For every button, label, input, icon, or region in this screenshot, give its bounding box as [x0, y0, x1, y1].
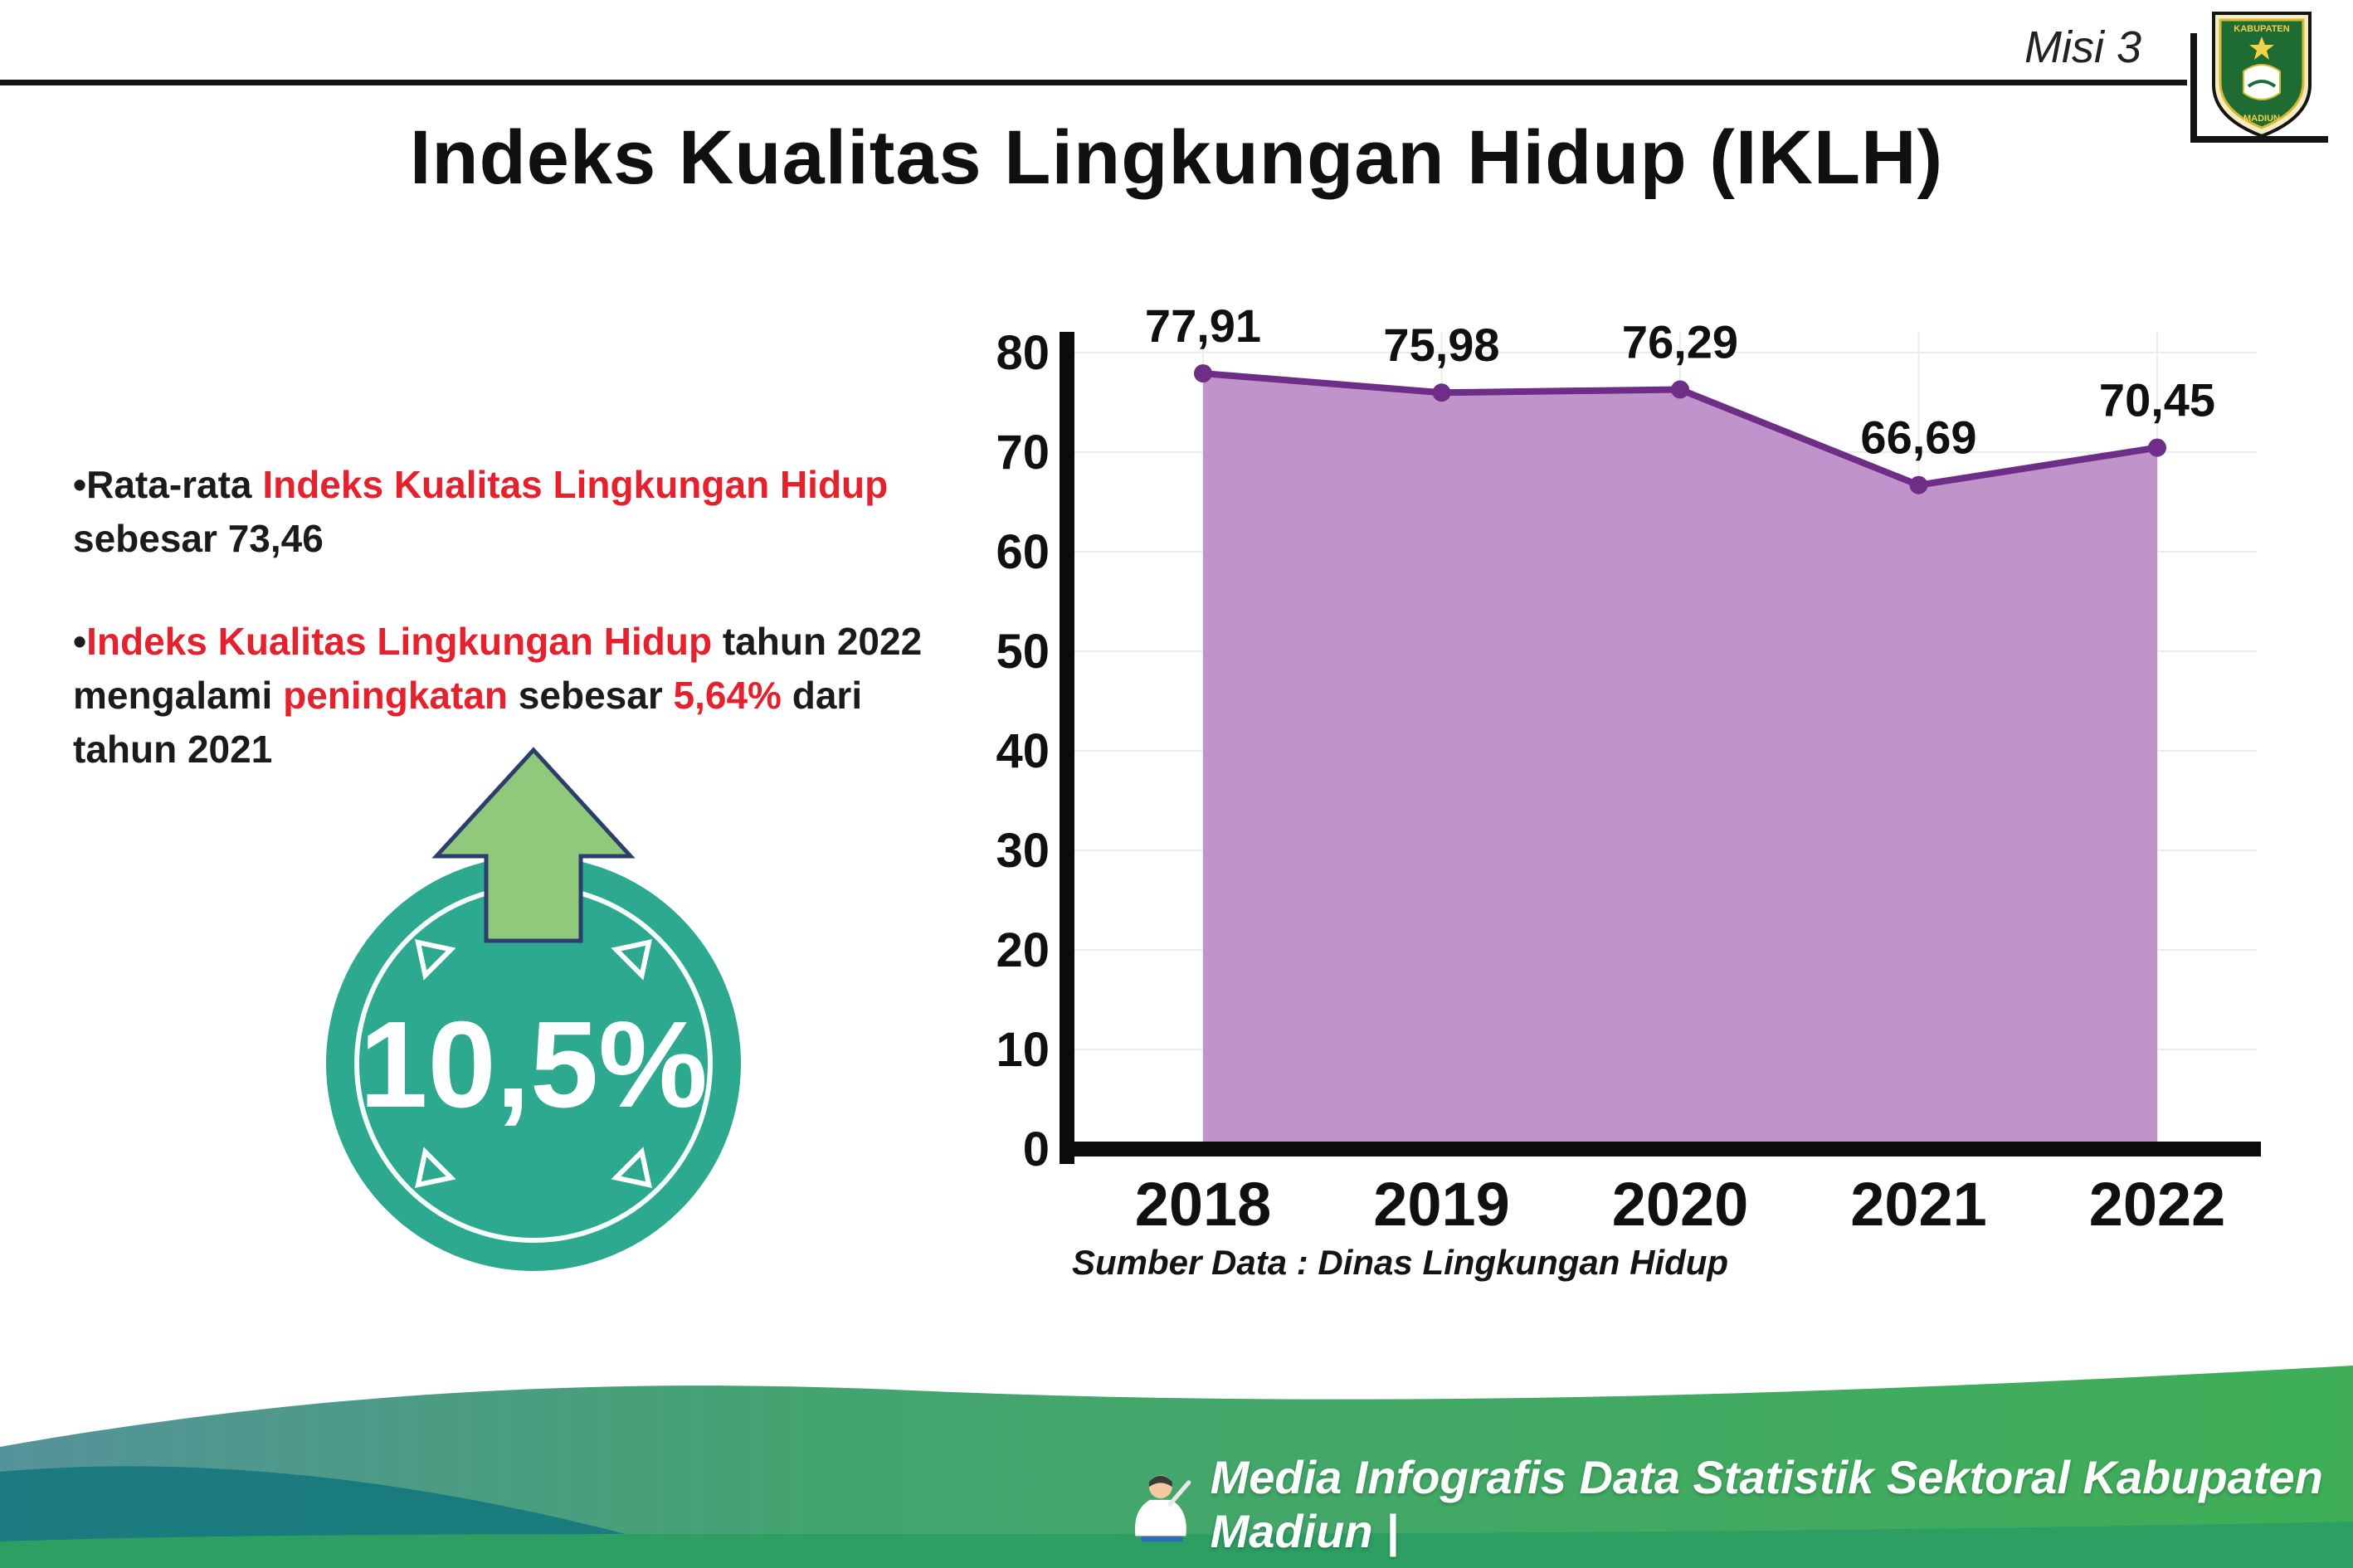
svg-text:40: 40: [996, 724, 1050, 778]
logo-star-icon: [2249, 37, 2274, 60]
svg-text:0: 0: [1023, 1122, 1050, 1176]
badge-corner-triangle: [415, 939, 456, 981]
svg-text:2021: 2021: [1850, 1170, 1987, 1239]
note-text: Rata-rata: [86, 463, 263, 506]
bullet-dot: •: [73, 463, 87, 506]
svg-text:75,98: 75,98: [1383, 319, 1499, 371]
footer-main-wave: [0, 1366, 2353, 1568]
misi-label: Misi 3: [2024, 22, 2142, 72]
header-rule: [0, 80, 2187, 85]
up-arrow-icon: [431, 747, 636, 943]
footer-caption: Media Infografis Data Statistik Sektoral…: [1127, 1450, 2353, 1558]
badge-corner-triangle: [415, 1147, 456, 1188]
svg-text:60: 60: [996, 525, 1050, 579]
svg-text:2022: 2022: [2089, 1170, 2226, 1239]
note-text: tahun 2022 mengalami: [73, 619, 923, 717]
logo-top-text: KABUPATEN: [2234, 24, 2289, 34]
kabupaten-madiun-logo: KABUPATEN MADIUN: [2190, 12, 2328, 143]
footer-caption-text: Media Infografis Data Statistik Sektoral…: [1210, 1451, 2323, 1557]
svg-text:20: 20: [996, 923, 1050, 977]
svg-text:70: 70: [996, 426, 1050, 480]
svg-text:76,29: 76,29: [1622, 316, 1738, 368]
note-highlight: Indeks Kualitas Lingkungan Hidup: [262, 463, 889, 506]
logo-frame: [2190, 33, 2328, 143]
svg-text:70,45: 70,45: [2099, 374, 2215, 426]
note-text: sebesar: [508, 673, 674, 717]
badge-corner-triangle: [611, 939, 652, 981]
badge-corner-triangle: [611, 1147, 652, 1188]
footer-bottom-strip: [0, 1522, 2353, 1568]
svg-text:2018: 2018: [1135, 1170, 1272, 1239]
badge-value: 10,5%: [359, 996, 708, 1133]
svg-text:77,91: 77,91: [1145, 299, 1261, 352]
note-text: sebesar 73,46: [73, 517, 324, 561]
svg-text:30: 30: [996, 824, 1050, 878]
bullet-dot: •: [73, 619, 87, 663]
iklh-area-chart: 77,91 75,98 76,29 66,69 70,45 0 10 20 30 40 50 60 70…: [996, 299, 2261, 1239]
mascot-icon: [1134, 1474, 1191, 1541]
note-highlight: 5,64%: [673, 673, 782, 717]
notes-panel: •Rata-rata Indeks Kualitas Lingkungan Hi…: [73, 458, 965, 825]
increase-badge: 10,5%: [326, 747, 741, 1271]
note-text: dari tahun 2021: [73, 673, 863, 772]
logo-emblem-detail: [2247, 80, 2277, 88]
data-source-caption: Sumber Data : Dinas Lingkungan Hidup: [1072, 1243, 1729, 1282]
svg-text:66,69: 66,69: [1860, 411, 1976, 464]
note-increase-2022: •Indeks Kualitas Lingkungan Hidup tahun …: [73, 615, 965, 777]
svg-text:50: 50: [996, 625, 1050, 679]
svg-text:80: 80: [996, 326, 1050, 380]
note-average-iklh: •Rata-rata Indeks Kualitas Lingkungan Hi…: [73, 458, 965, 567]
svg-text:2020: 2020: [1612, 1170, 1749, 1239]
badge-circle: [326, 856, 741, 1271]
footer-wave-art: [0, 1366, 2353, 1568]
page-title: Indeks Kualitas Lingkungan Hidup (IKLH): [409, 115, 1944, 200]
svg-text:2019: 2019: [1373, 1170, 1510, 1239]
note-highlight: Indeks Kualitas Lingkungan Hidup: [86, 619, 713, 663]
svg-text:10: 10: [996, 1023, 1050, 1077]
note-highlight: peningkatan: [283, 673, 509, 717]
logo-bottom-text: MADIUN: [2243, 114, 2280, 124]
chart-area: 77,91 75,98 76,29 66,69 70,45 0 10 20 30 40 50 60 70…: [979, 290, 2273, 1273]
